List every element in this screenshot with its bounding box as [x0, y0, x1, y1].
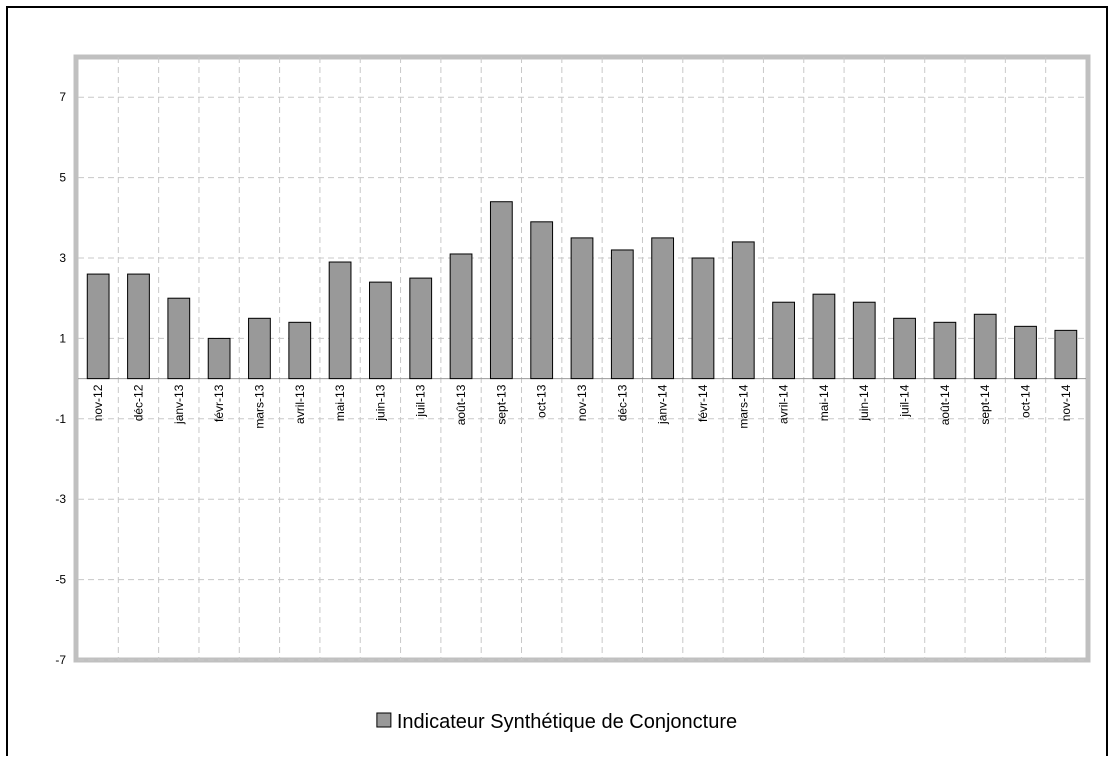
marks	[86, 201, 1078, 380]
x-tick-label: janv-13	[172, 384, 186, 425]
bar	[328, 261, 352, 380]
bar	[207, 337, 231, 380]
bar	[409, 277, 433, 380]
x-tick-label: nov-14	[1059, 384, 1073, 421]
x-tick-label: juil-14	[898, 384, 912, 417]
bar	[167, 297, 191, 380]
x-tick-label: août-14	[938, 384, 952, 425]
bar	[127, 273, 150, 380]
grid	[78, 57, 1086, 661]
x-tick-label: avril-13	[293, 384, 307, 424]
bar	[973, 313, 997, 380]
bar	[449, 253, 473, 380]
bar	[651, 237, 675, 380]
x-tick-label: oct-13	[535, 384, 549, 418]
y-tick-label: -7	[55, 653, 66, 667]
bar	[893, 317, 916, 380]
x-tick-label: mai-13	[333, 384, 347, 421]
x-tick-label: sept-13	[494, 384, 508, 424]
bar	[530, 221, 554, 380]
bar	[852, 301, 876, 380]
bar	[812, 293, 836, 380]
bar	[1054, 329, 1078, 380]
x-tick-label: juil-13	[414, 384, 428, 417]
y-tick-label: -1	[55, 412, 66, 426]
y-tick-label: 3	[59, 251, 66, 265]
x-tick-label: janv-14	[656, 384, 670, 425]
x-tick-label: avril-14	[777, 384, 791, 424]
x-tick-label: sept-14	[978, 384, 992, 424]
x-tick-label: juin-13	[373, 384, 387, 421]
x-tick-label: févr-14	[696, 384, 710, 422]
bar	[933, 321, 957, 380]
bar	[610, 249, 634, 380]
x-tick-label: mars-13	[252, 384, 266, 428]
y-tick-label: -5	[55, 573, 66, 587]
x-tick-label: nov-12	[91, 384, 105, 421]
y-tick-label: -3	[55, 492, 66, 506]
bar	[86, 273, 110, 380]
bar	[731, 241, 755, 380]
y-tick-label: 7	[59, 90, 66, 104]
legend-swatch	[376, 712, 392, 728]
bar	[369, 281, 392, 380]
x-tick-label: mars-14	[736, 384, 750, 428]
legend-label: Indicateur Synthétique de Conjoncture	[397, 711, 737, 733]
x-tick-label: déc-12	[131, 384, 145, 421]
y-tick-label: 1	[59, 331, 66, 345]
y-tick-label: 5	[59, 171, 66, 185]
labels: -7 -5 -3 -1 1 3 5 7 nov-12 déc-12 janv-13 févr-13 ma…	[55, 90, 1073, 667]
legend: Indicateur Synthétique de Conjoncture	[376, 711, 737, 733]
bar	[1014, 325, 1037, 380]
bar	[772, 301, 795, 380]
bar	[691, 257, 715, 380]
bar	[288, 321, 312, 380]
x-tick-label: août-13	[454, 384, 468, 425]
bar	[489, 201, 513, 380]
bar	[570, 237, 594, 380]
x-tick-label: mai-14	[817, 384, 831, 421]
x-tick-label: nov-13	[575, 384, 589, 421]
x-tick-label: févr-13	[212, 384, 226, 422]
x-tick-label: juin-14	[857, 384, 871, 421]
x-tick-label: déc-13	[615, 384, 629, 421]
x-tick-label: oct-14	[1019, 384, 1033, 418]
bar	[248, 317, 271, 380]
